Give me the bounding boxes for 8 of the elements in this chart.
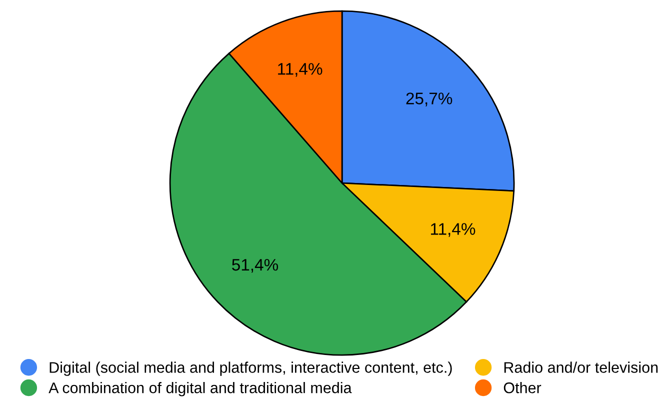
data-label: 51,4%	[232, 258, 278, 273]
legend-label: Radio and/or television	[504, 362, 658, 373]
legend-label: A combination of digital and traditional media	[48, 382, 352, 396]
legend-label: Digital (social media and platforms, interactive content, etc.)	[50, 362, 452, 376]
data-label: 11,4%	[431, 223, 476, 237]
data-label: 25,7%	[406, 92, 452, 106]
legend-label: Other	[504, 382, 542, 394]
data-label: 11,4%	[278, 63, 322, 77]
